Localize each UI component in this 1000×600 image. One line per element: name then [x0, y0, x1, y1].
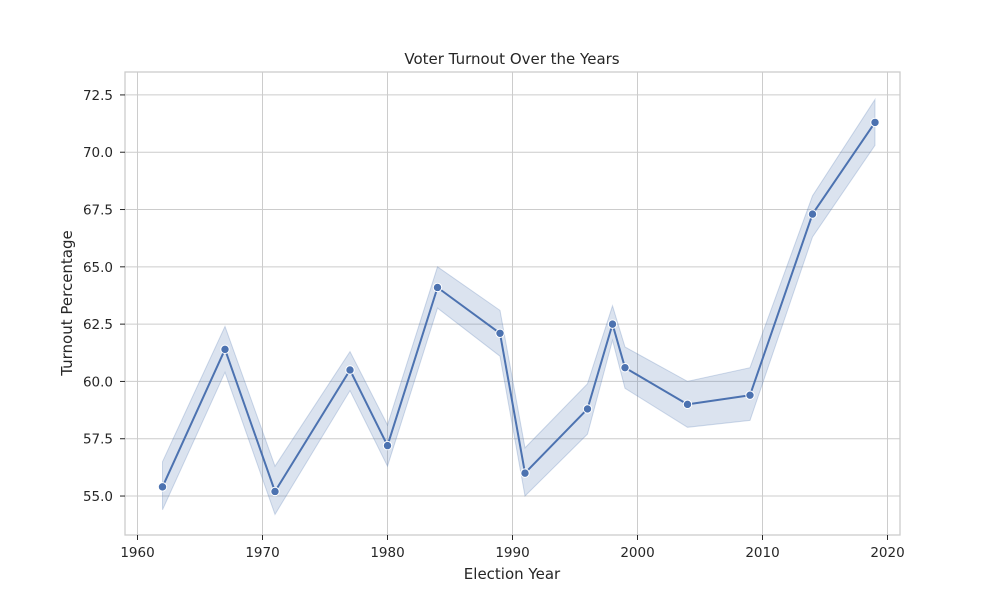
data-point	[220, 344, 230, 355]
x-tick-label: 1960	[120, 545, 154, 561]
data-point	[607, 319, 618, 329]
x-tick-label: 1980	[370, 545, 404, 561]
data-point	[745, 390, 755, 400]
y-axis-label: Turnout Percentage	[58, 230, 76, 377]
data-point	[807, 209, 818, 219]
y-tick-label: 65.0	[83, 260, 113, 276]
data-point	[620, 362, 630, 373]
y-tick-label: 67.5	[83, 203, 113, 219]
x-tick-label: 1990	[495, 545, 529, 561]
chart-title: Voter Turnout Over the Years	[404, 50, 619, 68]
y-tick-label: 62.5	[83, 317, 113, 333]
data-point	[682, 399, 693, 410]
confidence-band	[162, 97, 876, 516]
y-tick-label: 55.0	[83, 489, 113, 505]
data-markers	[157, 117, 880, 497]
y-tick-label: 60.0	[83, 374, 113, 390]
y-tick-label: 57.5	[83, 432, 113, 448]
x-tick-label: 2000	[620, 545, 654, 561]
x-tick-label: 2010	[745, 545, 779, 561]
data-point	[495, 328, 505, 338]
data-point	[582, 404, 593, 414]
x-axis-ticks: 1960 1970 1980 1990 2000 2010 2020	[120, 535, 905, 561]
series-line-turnout	[161, 121, 876, 493]
data-point	[382, 440, 393, 451]
data-point	[270, 486, 280, 497]
y-tick-label: 72.5	[83, 88, 113, 104]
data-point	[157, 482, 168, 492]
data-point	[432, 282, 443, 293]
x-tick-label: 2020	[870, 545, 904, 561]
y-tick-label: 70.0	[83, 145, 113, 161]
y-gridlines	[125, 94, 900, 497]
x-tick-label: 1970	[245, 545, 279, 561]
data-point	[870, 117, 880, 128]
x-axis-label: Election Year	[464, 565, 561, 583]
data-point	[520, 468, 530, 478]
x-gridlines	[137, 72, 888, 535]
y-axis-ticks: 55.0 57.5 60.0 62.5 65.0 67.5 70.0 72.5	[83, 88, 125, 505]
data-point	[345, 365, 355, 375]
